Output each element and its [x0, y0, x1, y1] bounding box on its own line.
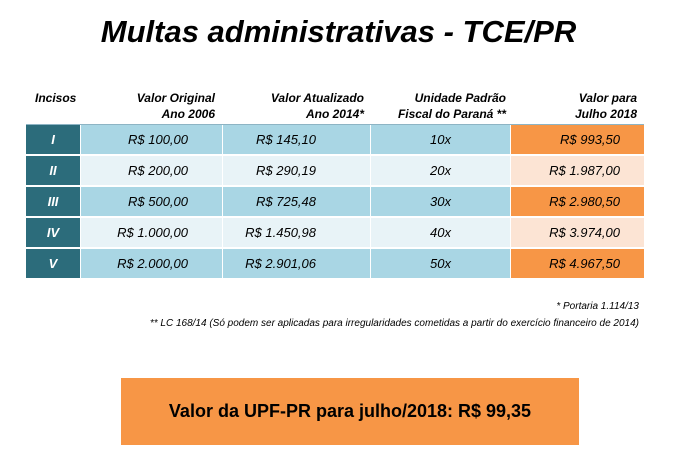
valor-atualizado-cell: R$ 725,48: [223, 187, 371, 217]
inciso-cell: IV: [26, 218, 81, 248]
page-title: Multas administrativas - TCE/PR: [100, 14, 577, 49]
valor-original-cell: R$ 100,00: [81, 125, 223, 155]
unidade-padrao-cell: 30x: [371, 187, 511, 217]
table-row: II R$ 200,00 R$ 290,19 20x R$ 1.987,00: [26, 156, 644, 187]
header-valor-julho-line2: Julho 2018: [574, 107, 637, 121]
unidade-padrao-cell: 50x: [371, 249, 511, 279]
valor-julho-cell: R$ 2.980,50: [511, 187, 644, 217]
valor-julho-cell: R$ 1.987,00: [511, 156, 644, 186]
table-row: V R$ 2.000,00 R$ 2.901,06 50x R$ 4.967,5…: [26, 249, 644, 280]
table-row: I R$ 100,00 R$ 145,10 10x R$ 993,50: [26, 125, 644, 156]
valor-atualizado-cell: R$ 2.901,06: [223, 249, 371, 279]
valor-original-cell: R$ 500,00: [81, 187, 223, 217]
footnote-portaria: * Portaria 1.114/13: [556, 301, 639, 312]
valor-julho-cell: R$ 993,50: [511, 125, 644, 155]
footnote-lc: ** LC 168/14 (Só podem ser aplicadas par…: [149, 318, 639, 329]
header-divider: [26, 124, 644, 125]
header-valor-atualizado-line1: Valor Atualizado: [270, 91, 364, 105]
inciso-cell: III: [26, 187, 81, 217]
header-unidade-padrao-line1: Unidade Padrão: [414, 91, 506, 105]
header-valor-original-line1: Valor Original: [136, 91, 215, 105]
upf-value-banner: Valor da UPF-PR para julho/2018: R$ 99,3…: [121, 378, 579, 445]
valor-original-cell: R$ 200,00: [81, 156, 223, 186]
header-valor-atualizado: Valor Atualizado Ano 2014*: [240, 90, 364, 122]
header-valor-original-line2: Ano 2006: [161, 107, 215, 121]
header-unidade-padrao-line2: Fiscal do Paraná **: [397, 107, 506, 121]
valor-atualizado-cell: R$ 145,10: [223, 125, 371, 155]
header-unidade-padrao: Unidade Padrão Fiscal do Paraná **: [380, 90, 506, 122]
valor-original-cell: R$ 1.000,00: [81, 218, 223, 248]
valor-atualizado-cell: R$ 290,19: [223, 156, 371, 186]
valor-original-cell: R$ 2.000,00: [81, 249, 223, 279]
valor-julho-cell: R$ 3.974,00: [511, 218, 644, 248]
header-valor-julho-line1: Valor para: [578, 91, 637, 105]
valor-julho-cell: R$ 4.967,50: [511, 249, 644, 279]
inciso-cell: II: [26, 156, 81, 186]
unidade-padrao-cell: 10x: [371, 125, 511, 155]
header-incisos: Incisos: [35, 91, 77, 105]
header-valor-original: Valor Original Ano 2006: [100, 90, 215, 122]
table-row: IV R$ 1.000,00 R$ 1.450,98 40x R$ 3.974,…: [26, 218, 644, 249]
inciso-cell: I: [26, 125, 81, 155]
table-header: Incisos Valor Original Ano 2006 Valor At…: [0, 90, 677, 124]
table-row: III R$ 500,00 R$ 725,48 30x R$ 2.980,50: [26, 187, 644, 218]
valor-atualizado-cell: R$ 1.450,98: [223, 218, 371, 248]
header-valor-julho: Valor para Julho 2018: [540, 90, 637, 122]
unidade-padrao-cell: 40x: [371, 218, 511, 248]
inciso-cell: V: [26, 249, 81, 279]
header-valor-atualizado-line2: Ano 2014*: [305, 107, 364, 121]
unidade-padrao-cell: 20x: [371, 156, 511, 186]
